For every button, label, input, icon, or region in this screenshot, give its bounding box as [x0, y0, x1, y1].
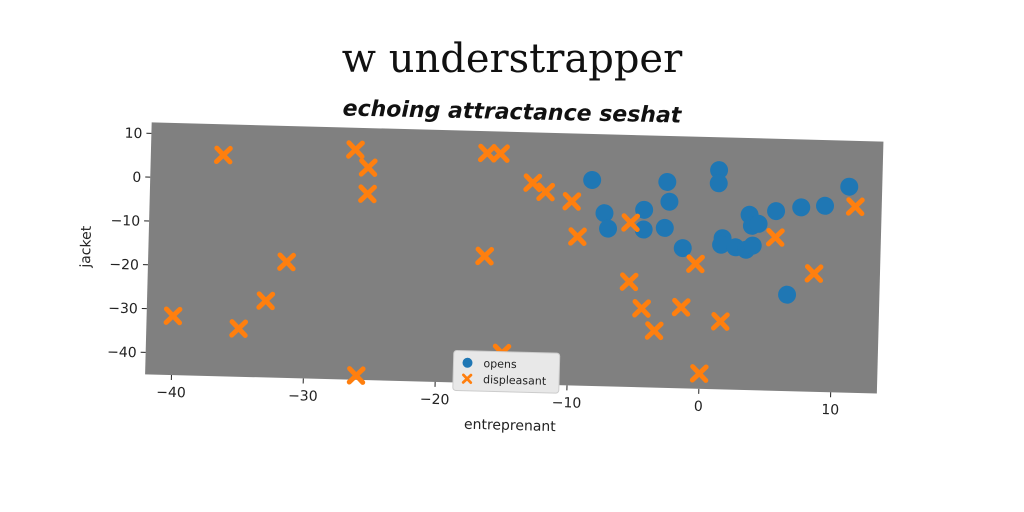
- opens-point: [749, 214, 768, 233]
- series-opens: [583, 161, 859, 304]
- opens-point: [635, 200, 654, 219]
- displeasant-point: [845, 197, 865, 217]
- legend: opens displeasant: [452, 349, 561, 394]
- displeasant-point: [621, 213, 641, 233]
- displeasant-point: [346, 366, 366, 385]
- opens-point: [712, 235, 731, 254]
- displeasant-point: [256, 291, 276, 311]
- opens-point: [673, 239, 692, 258]
- plot-group: −40 −30 −20 −10 0 10 10 0 −10 −20 −30 −40 entrepre…: [78, 122, 884, 435]
- displeasant-point: [229, 319, 249, 338]
- displeasant-point: [536, 182, 556, 202]
- displeasant-point: [686, 254, 705, 274]
- displeasant-point: [765, 227, 785, 247]
- legend-displeasant-label: displeasant: [483, 373, 547, 388]
- opens-point: [743, 236, 762, 255]
- series-displeasant: [163, 140, 865, 385]
- opens-point: [710, 161, 729, 180]
- opens-point: [655, 218, 674, 237]
- displeasant-point: [213, 145, 233, 165]
- displeasant-point: [477, 143, 497, 163]
- chart-marks: [163, 140, 865, 385]
- opens-point: [658, 172, 677, 191]
- displeasant-point: [689, 364, 709, 383]
- displeasant-point: [562, 191, 582, 211]
- displeasant-point: [804, 264, 824, 283]
- displeasant-point: [475, 246, 495, 266]
- opens-point: [595, 204, 614, 223]
- displeasant-point: [358, 158, 378, 177]
- x-tick-label: −40: [156, 385, 186, 402]
- displeasant-point: [491, 144, 510, 163]
- y-tick-label: −20: [109, 257, 139, 274]
- displeasant-point: [358, 184, 377, 204]
- displeasant-point: [568, 227, 587, 246]
- displeasant-point: [277, 252, 296, 272]
- y-axis-ticks: 10 0 −10 −20 −30 −40: [107, 126, 152, 361]
- x-tick-label: −30: [288, 388, 318, 405]
- y-tick-label: −10: [110, 213, 140, 230]
- x-axis-ticks: −40 −30 −20 −10 0 10: [156, 375, 839, 419]
- x-axis-label: entreprenant: [464, 417, 557, 435]
- x-tick-label: −10: [552, 395, 582, 412]
- displeasant-point: [523, 173, 543, 193]
- opens-point: [583, 170, 602, 189]
- displeasant-point: [671, 297, 691, 317]
- opens-point: [792, 198, 811, 217]
- displeasant-point: [711, 312, 730, 331]
- displeasant-point: [644, 321, 664, 341]
- plot-area: [145, 122, 884, 394]
- legend-box: [452, 349, 561, 394]
- legend-displeasant-marker: [461, 373, 473, 384]
- displeasant-point: [632, 299, 651, 318]
- opens-point: [709, 174, 728, 193]
- x-tick-label: 0: [694, 399, 703, 415]
- opens-point: [816, 196, 835, 215]
- opens-point: [660, 192, 679, 211]
- chart-title: w understrapper: [341, 36, 683, 82]
- y-tick-label: 0: [132, 170, 141, 186]
- opens-point: [840, 177, 859, 196]
- opens-point: [634, 220, 653, 239]
- displeasant-point: [346, 140, 365, 160]
- y-axis-label: jacket: [78, 225, 95, 269]
- legend-opens-label: opens: [483, 357, 517, 371]
- legend-opens-marker: [462, 357, 473, 368]
- opens-point: [778, 285, 797, 304]
- x-tick-label: 10: [821, 402, 839, 418]
- displeasant-point: [619, 272, 639, 292]
- x-tick-label: −20: [420, 392, 450, 409]
- y-tick-label: −40: [107, 344, 137, 361]
- y-tick-label: 10: [124, 126, 142, 142]
- opens-point: [767, 202, 786, 221]
- y-tick-label: −30: [108, 301, 138, 318]
- displeasant-point: [163, 306, 183, 326]
- opens-point: [599, 219, 618, 238]
